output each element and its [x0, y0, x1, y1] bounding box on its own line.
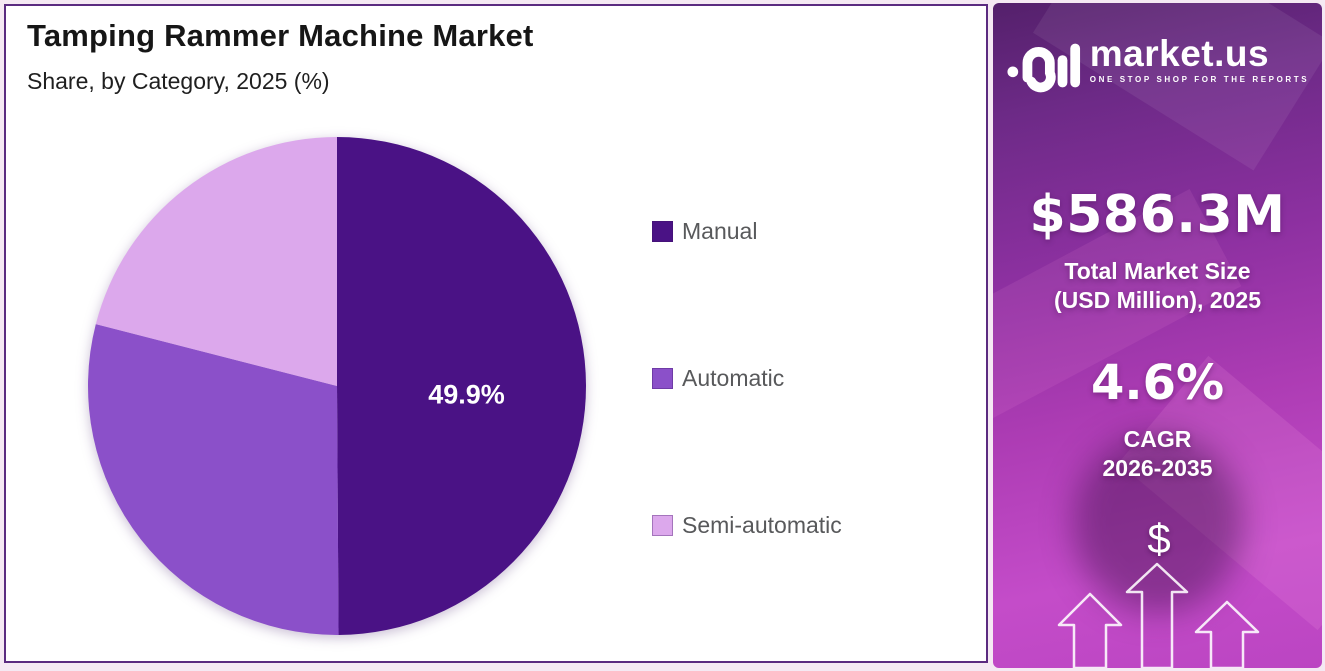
legend-item-semi-automatic: Semi-automatic [652, 512, 842, 539]
brand-text: market.us ONE STOP SHOP FOR THE REPORTS [1090, 33, 1309, 84]
cagr-period: 2026-2035 [1102, 454, 1213, 481]
page-subtitle: Share, by Category, 2025 (%) [27, 68, 330, 94]
growth-arrow-icon [1194, 600, 1260, 668]
sidebar-infographic: market.us ONE STOP SHOP FOR THE REPORTS … [993, 3, 1322, 668]
brand-name: market.us [1089, 33, 1270, 74]
pie-slice-manual [337, 137, 586, 635]
legend-swatch-semi-automatic [652, 515, 673, 536]
chart-panel: Tamping Rammer Machine Market Share, by … [4, 4, 988, 663]
dollar-icon: $ [1147, 515, 1171, 562]
chart-legend: Manual Automatic Semi-automatic [652, 218, 842, 539]
cagr-caption: CAGR 2026-2035 [993, 425, 1322, 483]
legend-item-manual: Manual [652, 218, 842, 245]
legend-label: Manual [682, 218, 758, 244]
cagr-label: CAGR [1123, 426, 1192, 452]
growth-arrow-icon [1057, 592, 1123, 668]
legend-label: Semi-automatic [682, 512, 842, 538]
pie-slice-semi-automatic [95, 137, 338, 386]
page-title: Tamping Rammer Machine Market [27, 18, 534, 53]
market-size-value: $586.3M [1029, 185, 1286, 245]
market-size-block: $586.3M Total Market Size (USD Million),… [993, 185, 1322, 315]
market-size-caption: Total Market Size (USD Million), 2025 [993, 257, 1322, 315]
legend-item-automatic: Automatic [652, 365, 842, 392]
growth-arrows-graphic [1057, 562, 1260, 668]
market-us-logo-icon [1006, 33, 1082, 102]
legend-swatch-automatic [652, 368, 673, 389]
cagr-value: 4.6% [1090, 355, 1225, 411]
legend-swatch-manual [652, 221, 673, 242]
legend-label: Automatic [682, 365, 785, 391]
brand-tagline: ONE STOP SHOP FOR THE REPORTS [1089, 75, 1310, 84]
pie-slice-label: 49.9% [428, 380, 505, 410]
brand-logo: market.us ONE STOP SHOP FOR THE REPORTS [993, 33, 1322, 102]
pie-chart: 49.9% [88, 137, 586, 635]
cagr-block: 4.6% CAGR 2026-2035 [993, 355, 1322, 483]
growth-arrow-icon [1125, 562, 1189, 668]
pie-slice-automatic [88, 324, 339, 635]
market-size-caption-line1: Total Market Size [1064, 258, 1251, 284]
market-size-caption-line2: (USD Million), 2025 [1053, 286, 1262, 313]
